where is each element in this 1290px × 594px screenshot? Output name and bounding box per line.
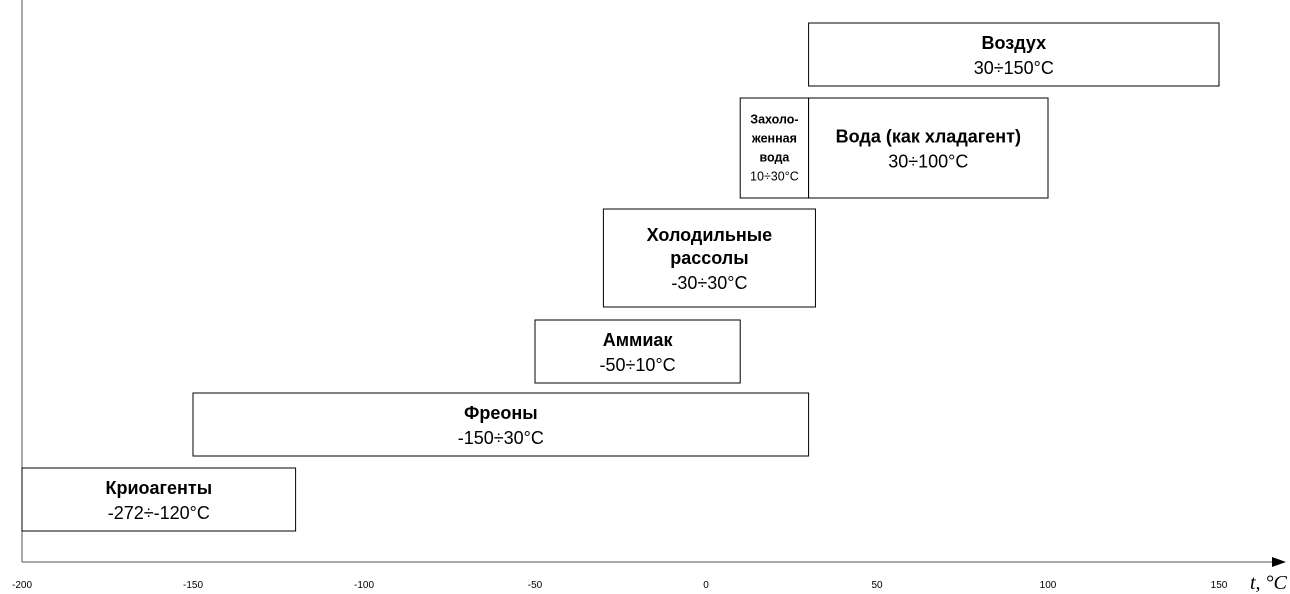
range-bar: Холодильные рассолы -30÷30°C [602, 208, 816, 308]
range-bar-box [21, 467, 297, 532]
range-bar-name: вода [759, 151, 790, 165]
range-bar-name: Криоагенты [105, 478, 212, 498]
range-bar-name: Воздух [982, 33, 1047, 53]
range-bar-name: Холодильные [647, 225, 773, 245]
range-bar-box [192, 392, 810, 457]
range-bar: Захоло-женная вода 10÷30°C [739, 97, 810, 199]
range-bar-box [808, 22, 1220, 87]
range-bar: Воздух 30÷150°C [808, 22, 1220, 87]
range-bar-box [534, 319, 741, 384]
x-tick-label: -50 [528, 580, 543, 591]
bars-layer: Криоагенты -272÷-120°C Фреоны -150÷30°C Амми… [21, 22, 1220, 532]
range-bar-name: Аммиак [603, 330, 674, 350]
range-bar-name: Вода (как хладагент) [836, 127, 1021, 147]
x-tick-label: -200 [12, 580, 32, 591]
ticks-layer: -200 -150 -100 -50 0 50 100 150 [12, 580, 1228, 591]
x-tick-label: 100 [1040, 580, 1057, 591]
range-bar-range: 30÷100°C [888, 152, 968, 172]
range-bar-name: Захоло- [750, 113, 798, 127]
range-bar-box [808, 97, 1049, 199]
range-bar-range: 30÷150°C [974, 58, 1054, 78]
range-bar-name: рассолы [670, 248, 748, 268]
range-bar-range: -30÷30°C [671, 273, 747, 293]
x-axis-arrow-icon [1272, 557, 1286, 567]
range-bar-name: женная [751, 132, 797, 146]
range-bar-name: Фреоны [464, 403, 538, 423]
x-tick-label: 0 [703, 580, 709, 591]
x-tick-label: 150 [1211, 580, 1228, 591]
range-bar-range: -150÷30°C [458, 428, 544, 448]
range-bar: Аммиак -50÷10°C [534, 319, 741, 384]
range-bar-box [602, 208, 816, 308]
x-tick-label: -150 [183, 580, 203, 591]
range-bar: Вода (как хладагент) 30÷100°C [808, 97, 1049, 199]
range-bar: Криоагенты -272÷-120°C [21, 467, 297, 532]
range-bar-range: -272÷-120°C [108, 503, 210, 523]
range-bar-range: -50÷10°C [600, 355, 676, 375]
range-bar: Фреоны -150÷30°C [192, 392, 810, 457]
x-axis-label: t, °C [1250, 572, 1288, 594]
x-tick-label: 50 [871, 580, 883, 591]
x-tick-label: -100 [354, 580, 374, 591]
range-bar-range: 10÷30°C [750, 170, 799, 184]
